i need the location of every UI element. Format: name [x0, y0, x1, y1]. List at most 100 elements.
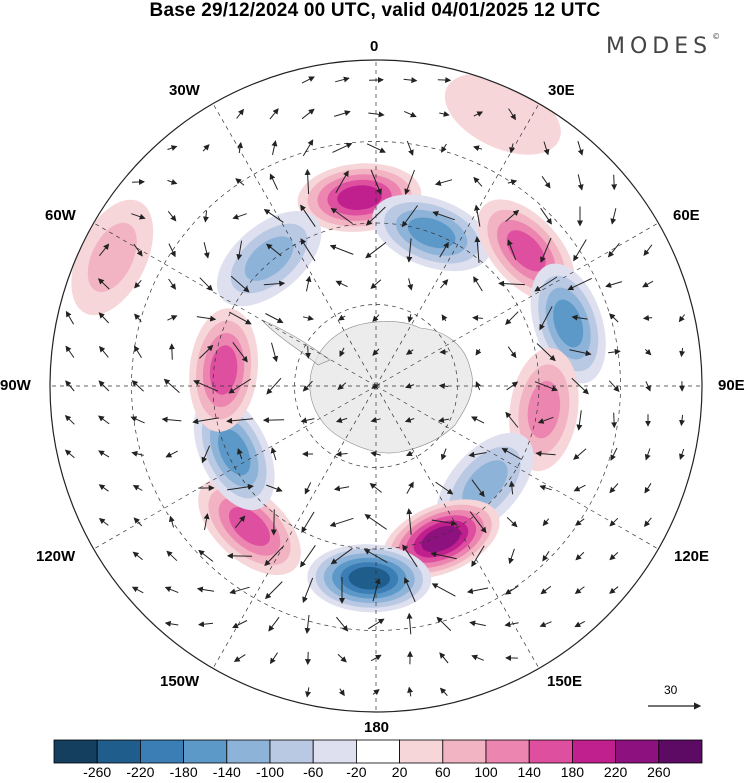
wind-vector [65, 310, 75, 325]
wind-vector [405, 382, 415, 389]
wind-vector [236, 108, 245, 119]
wind-vector [236, 240, 243, 261]
wind-vector [365, 242, 387, 259]
wind-vector [300, 417, 315, 424]
wind-vector [370, 451, 381, 457]
wind-vector [441, 143, 447, 153]
wind-vector [266, 484, 283, 492]
wind-vector [263, 209, 284, 223]
wind-vector [508, 548, 515, 565]
wind-vector [372, 577, 381, 602]
wind-vector [196, 315, 217, 322]
wind-vector [609, 313, 619, 323]
lon-label-150w: 150W [160, 673, 200, 690]
wind-vector [168, 515, 175, 528]
lon-label-60w: 60W [45, 207, 76, 224]
wind-vector [609, 517, 619, 527]
wind-vector [575, 518, 585, 526]
colorbar-tick-label: -260 [83, 764, 112, 780]
colorbar-swatch [53, 739, 98, 764]
wind-vector [166, 550, 178, 562]
modes-logo: MODES© [606, 32, 721, 59]
wind-vector [436, 616, 452, 631]
wind-vector [534, 276, 558, 292]
wind-vector [573, 484, 586, 492]
wind-vector [168, 343, 175, 360]
wind-vector [438, 417, 450, 423]
colorbar-swatch [312, 739, 357, 764]
wind-vector [226, 417, 253, 424]
wind-vector [339, 347, 345, 357]
wind-vector [168, 278, 176, 290]
wind-vector [642, 314, 653, 321]
wind-vector [98, 415, 110, 425]
wind-vector [372, 688, 380, 696]
wind-vector [406, 140, 414, 156]
wind-vector [167, 210, 177, 222]
wind-vector [305, 687, 312, 698]
antarctica-landmass [261, 319, 473, 454]
wind-vector [439, 241, 449, 258]
positive-anomaly-center [71, 199, 154, 316]
wind-vector [473, 176, 483, 187]
wind-vector [203, 513, 210, 531]
wind-vector [537, 416, 554, 424]
wind-vector [202, 144, 210, 152]
wind-vector [131, 450, 144, 457]
wind-vector [132, 484, 143, 491]
colorbar-swatch [226, 739, 271, 764]
lon-label-180: 180 [364, 719, 390, 736]
wind-vector [98, 380, 110, 392]
wind-vector [475, 348, 482, 356]
colorbar-swatch [96, 739, 141, 764]
wind-vector [571, 314, 588, 321]
wind-vector [576, 410, 583, 431]
wind-vector [474, 236, 481, 263]
wind-vector [370, 279, 382, 289]
wind-vector [540, 585, 552, 595]
wind-vector [506, 381, 519, 391]
wind-vector [504, 621, 519, 628]
colorbar-tick-label: -140 [212, 764, 241, 780]
wind-vector [471, 416, 485, 424]
wind-vector [99, 243, 110, 257]
wind-vector [335, 76, 350, 83]
wind-vector [133, 517, 143, 527]
colorbar-tick-label: 140 [517, 764, 541, 780]
lon-label-90e: 90E [718, 377, 745, 394]
wind-vector [369, 482, 382, 493]
wind-vector [335, 451, 348, 458]
wind-vector [471, 479, 485, 498]
wind-vector [363, 549, 388, 563]
wind-vector [539, 306, 553, 331]
wind-vector [543, 141, 550, 156]
colorbar-tick-label: 60 [435, 764, 451, 780]
wind-vector [335, 417, 348, 423]
wind-vector [301, 76, 315, 84]
wind-vector [679, 414, 685, 427]
wind-vector [508, 108, 516, 121]
wind-vector [368, 618, 385, 630]
colorbar-swatch [139, 739, 184, 764]
lon-label-60e: 60E [673, 207, 700, 224]
wind-vector [337, 382, 347, 390]
modes-logo-mark: © [712, 32, 721, 41]
wind-vector [569, 349, 592, 357]
wind-vector [439, 687, 448, 696]
wind-vector [232, 620, 248, 628]
wind-vector [507, 239, 517, 260]
wind-vector [472, 315, 483, 321]
wind-vector [372, 348, 380, 356]
wind-vector [605, 281, 623, 288]
wind-vector [164, 620, 179, 627]
wind-vector [304, 168, 311, 195]
wind-vector [365, 206, 386, 226]
wind-vector [607, 242, 620, 258]
wind-vector [269, 108, 279, 120]
wind-vector [198, 549, 214, 562]
colorbar-tick-label: 260 [647, 764, 671, 780]
wind-vector [335, 280, 348, 288]
wind-vector [370, 417, 381, 423]
wind-vector [302, 315, 314, 321]
wind-vector [263, 280, 286, 287]
